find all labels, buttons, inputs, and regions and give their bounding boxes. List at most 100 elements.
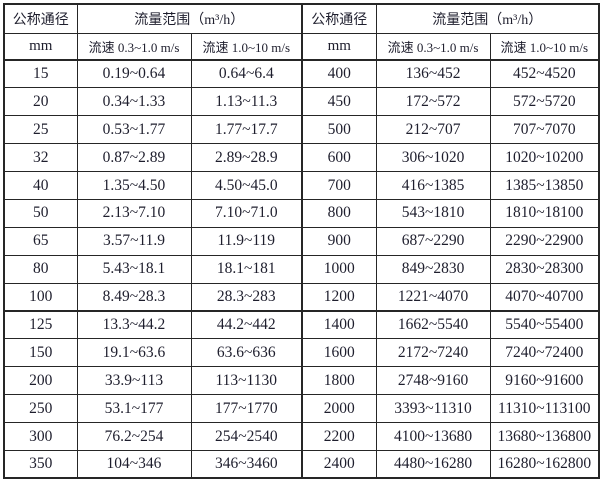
table-row: 250 53.1~177 177~1770 2000 3393~11310 11310~1… xyxy=(3,394,600,424)
flow-high-cell-right: 9160~91600 xyxy=(489,366,600,396)
dn-cell-right: 600 xyxy=(301,143,377,173)
table-row: 150 19.1~63.6 63.6~636 1600 2172~7240 7240~72… xyxy=(3,338,600,368)
flow-low-cell-left: 33.9~113 xyxy=(76,366,192,396)
table-row: 15 0.19~0.64 0.64~6.4 400 136~452 452~4520 xyxy=(3,59,600,89)
diameter-header-left: 公称通径 xyxy=(3,3,78,34)
table-row: 20 0.34~1.33 1.13~11.3 450 172~572 572~5720 xyxy=(3,87,600,117)
dn-cell-right: 1400 xyxy=(301,310,377,340)
flow-low-cell-left: 0.19~0.64 xyxy=(76,59,192,89)
flow-range-header-left: 流量范围（m³/h） xyxy=(76,3,303,34)
flow-high-cell-right: 5540~55400 xyxy=(489,310,600,340)
flow-high-cell-left: 1.77~17.7 xyxy=(190,115,303,145)
dn-cell-right: 800 xyxy=(301,198,377,228)
dn-cell-left: 250 xyxy=(3,394,78,424)
table-row: 80 5.43~18.1 18.1~181 1000 849~2830 2830~2830… xyxy=(3,254,600,284)
header-row-2: mm 流速 0.3~1.0 m/s 流速 1.0~10 m/s mm 流速 0.… xyxy=(3,32,600,61)
dn-cell-right: 700 xyxy=(301,171,377,200)
flow-low-cell-right: 2748~9160 xyxy=(375,366,491,396)
unit-header-right: mm xyxy=(301,32,377,61)
flow-high-cell-left: 18.1~181 xyxy=(190,254,303,284)
flow-high-cell-right: 1385~13850 xyxy=(489,171,600,200)
dn-cell-left: 300 xyxy=(3,422,78,451)
flow-low-cell-right: 849~2830 xyxy=(375,254,491,284)
flow-low-cell-left: 5.43~18.1 xyxy=(76,254,192,284)
flow-high-cell-right: 11310~113100 xyxy=(489,394,600,424)
dn-cell-right: 1000 xyxy=(301,254,377,284)
table-row: 65 3.57~11.9 11.9~119 900 687~2290 2290~22900 xyxy=(3,226,600,256)
flow-low-cell-right: 306~1020 xyxy=(375,143,491,173)
dn-cell-left: 65 xyxy=(3,226,78,256)
table-body: 15 0.19~0.64 0.64~6.4 400 136~452 452~4520 20 0… xyxy=(3,59,600,479)
flow-low-cell-left: 13.3~44.2 xyxy=(76,310,192,340)
table-row: 32 0.87~2.89 2.89~28.9 600 306~1020 1020~1020… xyxy=(3,143,600,173)
dn-cell-right: 2200 xyxy=(301,422,377,451)
dn-cell-left: 100 xyxy=(3,282,78,313)
dn-cell-left: 125 xyxy=(3,310,78,340)
flow-high-cell-left: 4.50~45.0 xyxy=(190,171,303,200)
flow-low-cell-left: 53.1~177 xyxy=(76,394,192,424)
flow-high-cell-right: 2290~22900 xyxy=(489,226,600,256)
flow-high-cell-right: 4070~40700 xyxy=(489,282,600,313)
flow-low-cell-right: 687~2290 xyxy=(375,226,491,256)
flow-low-cell-right: 3393~11310 xyxy=(375,394,491,424)
dn-cell-left: 50 xyxy=(3,198,78,228)
flow-high-cell-left: 28.3~283 xyxy=(190,282,303,313)
table-row: 125 13.3~44.2 44.2~442 1400 1662~5540 5540~55… xyxy=(3,310,600,340)
flow-low-cell-right: 543~1810 xyxy=(375,198,491,228)
flow-low-cell-right: 1662~5540 xyxy=(375,310,491,340)
header-row-1: 公称通径 流量范围（m³/h） 公称通径 流量范围（m³/h） xyxy=(3,3,600,34)
flow-high-cell-left: 63.6~636 xyxy=(190,338,303,368)
dn-cell-left: 40 xyxy=(3,171,78,200)
flow-low-cell-left: 104~346 xyxy=(76,449,192,479)
flow-low-cell-left: 0.87~2.89 xyxy=(76,143,192,173)
flow-high-cell-right: 7240~72400 xyxy=(489,338,600,368)
flow-low-cell-right: 1221~4070 xyxy=(375,282,491,313)
flow-high-cell-right: 1810~18100 xyxy=(489,198,600,228)
flow-low-cell-right: 4480~16280 xyxy=(375,449,491,479)
flow-high-cell-left: 113~1130 xyxy=(190,366,303,396)
dn-cell-left: 150 xyxy=(3,338,78,368)
flow-high-cell-left: 2.89~28.9 xyxy=(190,143,303,173)
flow-high-cell-right: 1020~10200 xyxy=(489,143,600,173)
table-row: 100 8.49~28.3 28.3~283 1200 1221~4070 4070~40… xyxy=(3,282,600,313)
dn-cell-right: 2000 xyxy=(301,394,377,424)
flow-high-cell-left: 177~1770 xyxy=(190,394,303,424)
table-row: 350 104~346 346~3460 2400 4480~16280 16280~16… xyxy=(3,449,600,479)
dn-cell-left: 80 xyxy=(3,254,78,284)
flow-high-cell-left: 254~2540 xyxy=(190,422,303,451)
dn-cell-right: 900 xyxy=(301,226,377,256)
unit-header-left: mm xyxy=(3,32,78,61)
velocity-high-header-left: 流速 1.0~10 m/s xyxy=(190,32,303,61)
table-row: 200 33.9~113 113~1130 1800 2748~9160 9160~916… xyxy=(3,366,600,396)
table-header: 公称通径 流量范围（m³/h） 公称通径 流量范围（m³/h） mm 流速 0.… xyxy=(3,3,600,61)
flow-low-cell-right: 4100~13680 xyxy=(375,422,491,451)
flow-low-cell-left: 19.1~63.6 xyxy=(76,338,192,368)
dn-cell-right: 1200 xyxy=(301,282,377,313)
flow-low-cell-left: 1.35~4.50 xyxy=(76,171,192,200)
flow-high-cell-left: 44.2~442 xyxy=(190,310,303,340)
dn-cell-left: 32 xyxy=(3,143,78,173)
table-row: 50 2.13~7.10 7.10~71.0 800 543~1810 1810~1810… xyxy=(3,198,600,228)
flow-high-cell-left: 11.9~119 xyxy=(190,226,303,256)
table-row: 40 1.35~4.50 4.50~45.0 700 416~1385 1385~1385… xyxy=(3,171,600,200)
flow-high-cell-right: 707~7070 xyxy=(489,115,600,145)
flow-range-table: 公称通径 流量范围（m³/h） 公称通径 流量范围（m³/h） mm 流速 0.… xyxy=(3,3,600,480)
flow-high-cell-right: 452~4520 xyxy=(489,59,600,89)
flow-high-cell-left: 0.64~6.4 xyxy=(190,59,303,89)
table-row: 25 0.53~1.77 1.77~17.7 500 212~707 707~7070 xyxy=(3,115,600,145)
flow-low-cell-right: 172~572 xyxy=(375,87,491,117)
flow-high-cell-left: 7.10~71.0 xyxy=(190,198,303,228)
flow-low-cell-right: 2172~7240 xyxy=(375,338,491,368)
flow-low-cell-right: 136~452 xyxy=(375,59,491,89)
diameter-header-right: 公称通径 xyxy=(301,3,377,34)
flow-low-cell-left: 3.57~11.9 xyxy=(76,226,192,256)
flow-high-cell-left: 346~3460 xyxy=(190,449,303,479)
flow-low-cell-left: 8.49~28.3 xyxy=(76,282,192,313)
flow-high-cell-right: 13680~136800 xyxy=(489,422,600,451)
dn-cell-right: 500 xyxy=(301,115,377,145)
dn-cell-left: 350 xyxy=(3,449,78,479)
dn-cell-right: 1600 xyxy=(301,338,377,368)
flow-high-cell-left: 1.13~11.3 xyxy=(190,87,303,117)
flow-low-cell-left: 2.13~7.10 xyxy=(76,198,192,228)
